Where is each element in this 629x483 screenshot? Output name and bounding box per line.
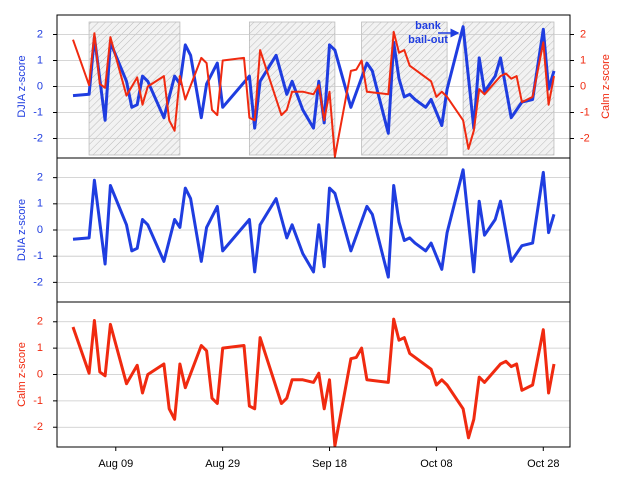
y-tick-label: 0 <box>37 80 43 92</box>
y-tick-label: -2 <box>33 276 43 288</box>
annotation: bail-out <box>408 34 448 46</box>
y2-tick-label: -1 <box>580 106 590 118</box>
x-tick-label: Oct 28 <box>527 458 559 470</box>
y-axis-label: Calm z-score <box>16 342 28 407</box>
y-tick-label: -2 <box>33 132 43 144</box>
y-tick-label: 0 <box>37 224 43 236</box>
y2-tick-label: 2 <box>580 28 586 40</box>
y-tick-label: 2 <box>37 28 43 40</box>
panel-frame <box>56 301 571 448</box>
y-tick-label: 1 <box>37 54 43 66</box>
y2-tick-label: 0 <box>580 80 586 92</box>
y-tick-label: -2 <box>33 421 43 433</box>
y2-tick-label: 1 <box>580 54 586 66</box>
y2-axis-label: Calm z-score <box>600 54 612 119</box>
y-tick-label: 1 <box>37 342 43 354</box>
x-tick-label: Aug 29 <box>205 458 240 470</box>
y-tick-label: -1 <box>33 106 43 118</box>
y-tick-label: -1 <box>33 395 43 407</box>
data-line <box>72 168 556 279</box>
x-tick-label: Oct 08 <box>420 458 452 470</box>
y-axis-label: DJIA z-score <box>16 55 28 117</box>
shaded-region <box>248 21 336 156</box>
y-tick-label: 1 <box>37 198 43 210</box>
y-axis-label: DJIA z-score <box>16 199 28 261</box>
y2-tick-label: -2 <box>580 132 590 144</box>
y-tick-label: 0 <box>37 368 43 380</box>
y-tick-label: 2 <box>37 172 43 184</box>
y-tick-label: -1 <box>33 250 43 262</box>
data-line <box>72 30 555 158</box>
y-tick-label: 2 <box>37 316 43 328</box>
annotation: bank <box>415 20 442 32</box>
data-line <box>71 317 556 448</box>
x-tick-label: Aug 09 <box>98 458 133 470</box>
x-tick-label: Sep 18 <box>312 458 347 470</box>
